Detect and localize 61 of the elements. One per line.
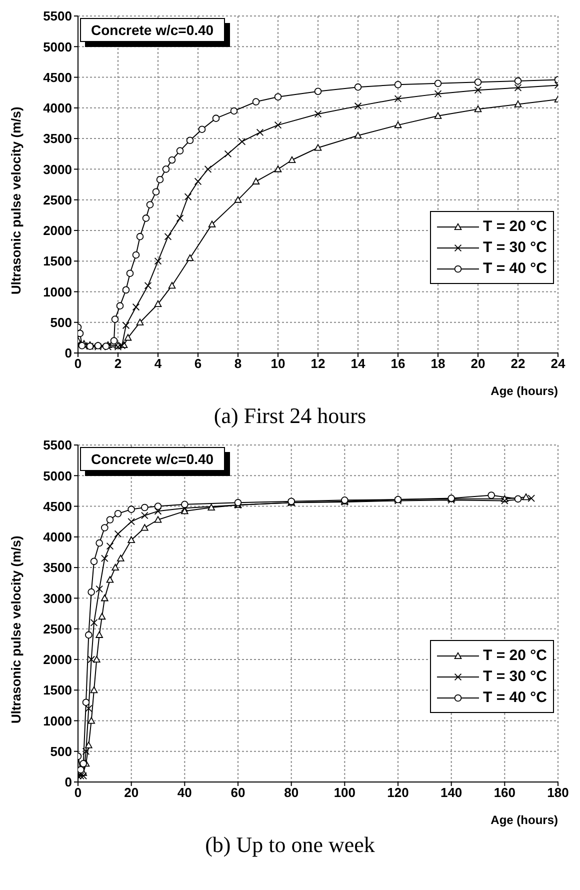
x-tick-label: 80 [284, 785, 299, 800]
x-tick-label: 8 [234, 356, 242, 372]
y-tick-label: 0 [64, 774, 72, 790]
y-tick-label: 4000 [43, 530, 72, 545]
x-tick-label: 40 [177, 785, 192, 800]
legend-label: T = 30 °C [483, 238, 547, 258]
legend-label: T = 20 °C [483, 646, 547, 666]
x-axis-title: Age (hours) [490, 384, 558, 398]
y-tick-label: 4500 [43, 498, 72, 514]
y-tick-label: 4000 [43, 100, 72, 116]
x-tick-label: 2 [114, 356, 122, 372]
text: (b) Up to one week [204, 832, 376, 859]
x-tick-label: 140 [440, 785, 462, 800]
y-tick-label: 0 [64, 346, 72, 361]
annotation: Concrete w/c=0.40 [80, 18, 225, 42]
x-tick-label: 6 [194, 356, 202, 372]
y-tick-label: 5500 [43, 8, 72, 24]
x-tick-label: 14 [350, 356, 366, 372]
y-tick-label: 3500 [43, 131, 72, 146]
x-tick-label: 12 [310, 356, 326, 372]
x-tick-label: 22 [510, 356, 526, 372]
y-tick-label: 2500 [43, 621, 72, 636]
text: (a) First 24 hours [212, 403, 368, 430]
annotation: Concrete w/c=0.40 [80, 447, 225, 471]
y-tick-label: 1500 [43, 254, 72, 269]
x-tick-label: 18 [430, 356, 446, 372]
x-tick-label: 20 [470, 356, 486, 372]
y-tick-label: 2000 [43, 223, 72, 238]
x-tick-label: 0 [74, 356, 82, 372]
y-tick-label: 5000 [43, 468, 72, 484]
y-tick-label: 5500 [43, 438, 72, 453]
x-tick-label: 20 [124, 785, 139, 800]
x-tick-label: 180 [547, 785, 569, 800]
y-axis-title: Ultrasonic pulse velocity (m/s) [8, 106, 24, 294]
y-tick-label: 500 [50, 314, 72, 330]
y-tick-label: 3000 [43, 590, 72, 606]
y-tick-label: 3500 [43, 560, 72, 576]
y-tick-label: 2500 [43, 192, 72, 208]
y-tick-label: 1500 [43, 682, 72, 698]
x-tick-label: 24 [550, 356, 566, 372]
y-tick-label: 1000 [43, 713, 72, 728]
y-tick-label: 2000 [43, 652, 72, 668]
x-axis-title: Age (hours) [490, 813, 558, 827]
x-tick-label: 160 [494, 785, 516, 800]
x-tick-label: 120 [387, 785, 409, 800]
legend-label: T = 30 °C [483, 667, 547, 688]
x-tick-label: 16 [390, 356, 406, 372]
legend-label: T = 20 °C [483, 217, 547, 238]
x-tick-label: 10 [270, 356, 286, 372]
y-tick-label: 500 [50, 744, 72, 759]
y-tick-label: 4500 [43, 70, 72, 85]
x-tick-label: 100 [334, 785, 356, 800]
x-tick-label: 4 [154, 356, 162, 372]
legend-label: T = 40 °C [483, 688, 547, 708]
y-axis-title: Ultrasonic pulse velocity (m/s) [8, 536, 24, 724]
y-tick-label: 3000 [43, 162, 72, 177]
x-tick-label: 0 [74, 785, 82, 800]
y-tick-label: 1000 [43, 284, 72, 300]
legend-label: T = 40 °C [483, 259, 547, 280]
y-tick-label: 5000 [43, 39, 72, 54]
x-tick-label: 60 [230, 785, 246, 800]
